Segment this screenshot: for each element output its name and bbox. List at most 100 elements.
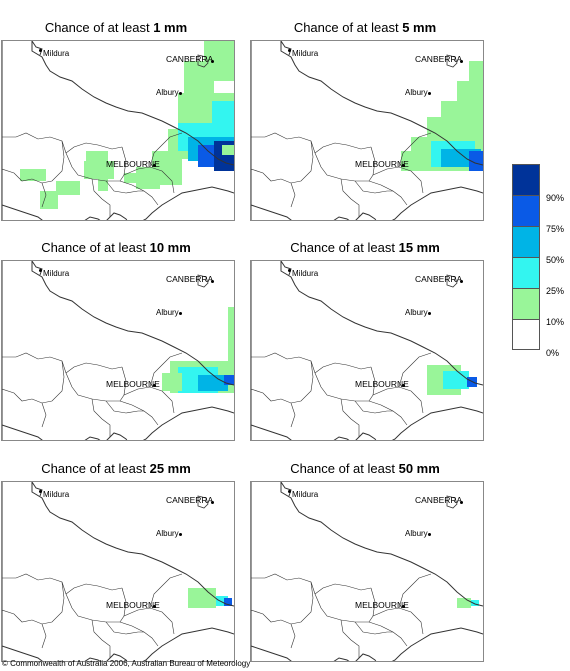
state-border-nsw-victoria: [280, 482, 483, 607]
state-border-segment: [31, 41, 43, 56]
albury-label: Albury: [156, 308, 179, 317]
rain-probability-cell: [228, 307, 234, 361]
coastline: [2, 186, 234, 220]
forecast-district-boundary: [41, 182, 47, 208]
melbourne-marker: [402, 605, 405, 608]
legend-swatch-75: [512, 195, 540, 226]
forecast-district-boundary: [354, 621, 393, 635]
albury-marker: [179, 92, 182, 95]
forecast-district-boundary: [251, 573, 316, 595]
forecast-district-boundary: [368, 146, 376, 182]
rain-probability-cell: [20, 169, 46, 181]
mildura-label: Mildura: [43, 490, 70, 499]
rain-probability-cell: [84, 161, 114, 179]
forecast-district-boundary: [123, 166, 175, 194]
forecast-district-boundary: [31, 140, 65, 184]
rain-probability-cell: [136, 167, 160, 189]
forecast-district-boundary: [2, 388, 33, 402]
coastline: [251, 627, 483, 661]
forecast-district-boundary: [149, 573, 183, 609]
act-border: [197, 274, 209, 288]
canberra-marker: [211, 501, 214, 504]
forecast-district-boundary: [2, 609, 33, 623]
canberra-label: CANBERRA: [415, 274, 463, 284]
state-border-segment: [31, 261, 43, 276]
albury-label: Albury: [405, 88, 428, 97]
forecast-district-boundary: [119, 366, 127, 402]
forecast-district-boundary: [119, 587, 127, 623]
canberra-label: CANBERRA: [415, 54, 463, 64]
canberra-label: CANBERRA: [166, 54, 214, 64]
albury-marker: [428, 312, 431, 315]
forecast-district-boundary: [340, 398, 360, 437]
albury-label: Albury: [405, 308, 428, 317]
canberra-marker: [211, 280, 214, 283]
albury-marker: [428, 92, 431, 95]
melbourne-label: MELBOURNE: [355, 600, 409, 610]
albury-marker: [179, 312, 182, 315]
panel-title-50mm: Chance of at least 50 mm: [290, 461, 440, 476]
forecast-district-boundary: [91, 178, 111, 217]
forecast-district-boundary: [251, 388, 282, 402]
forecast-district-boundary: [149, 352, 183, 388]
rain-probability-cell: [98, 179, 108, 191]
coastline: [2, 406, 234, 440]
forecast-district-boundary: [251, 168, 282, 182]
forecast-district-boundary: [290, 402, 296, 428]
map-panel-25mm: Mildura CANBERRA Albury MELBOURNE: [1, 481, 235, 662]
forecast-district-boundary: [65, 142, 123, 154]
forecast-district-boundary: [65, 372, 120, 402]
map-panel-15mm: Mildura CANBERRA Albury MELBOURNE: [250, 260, 484, 441]
act-border: [446, 54, 458, 68]
rain-probability-cell: [222, 145, 234, 155]
state-border-segment: [280, 261, 292, 276]
legend-swatch-25: [512, 257, 540, 288]
mildura-marker: [288, 490, 291, 493]
forecast-district-boundary: [31, 360, 65, 404]
albury-marker: [428, 533, 431, 536]
legend-label-10: 10%: [546, 317, 565, 327]
forecast-district-boundary: [65, 152, 120, 182]
map-panel-50mm: Mildura CANBERRA Albury MELBOURNE: [250, 481, 484, 662]
forecast-district-boundary: [354, 400, 393, 414]
rain-probability-cell: [457, 598, 471, 608]
legend-label-90: 90%: [546, 193, 565, 203]
legend-swatch-10: [512, 288, 540, 319]
map-svg: [251, 482, 483, 661]
state-border-segment: [280, 41, 292, 56]
legend-swatch-50: [512, 226, 540, 257]
coastline: [251, 186, 483, 220]
state-border-nsw-victoria: [31, 261, 234, 386]
rain-probability-cell: [443, 371, 469, 389]
act-border: [446, 495, 458, 509]
probability-legend: [512, 164, 540, 350]
melbourne-label: MELBOURNE: [106, 600, 160, 610]
map-svg: [2, 41, 234, 220]
canberra-marker: [460, 280, 463, 283]
act-border: [197, 54, 209, 68]
rain-probability-cell: [198, 375, 228, 391]
mildura-label: Mildura: [292, 49, 319, 58]
forecast-district-boundary: [2, 168, 33, 182]
canberra-label: CANBERRA: [166, 274, 214, 284]
map-panel-10mm: Mildura CANBERRA Albury MELBOURNE: [1, 260, 235, 441]
panel-title-15mm: Chance of at least 15 mm: [290, 240, 440, 255]
panel-title-10mm: Chance of at least 10 mm: [41, 240, 191, 255]
forecast-district-boundary: [65, 362, 123, 374]
mildura-label: Mildura: [43, 49, 70, 58]
mildura-label: Mildura: [292, 269, 319, 278]
map-svg: [251, 261, 483, 440]
rain-probability-cell: [224, 598, 232, 606]
mildura-marker: [39, 49, 42, 52]
rain-probability-cell: [471, 600, 479, 606]
canberra-label: CANBERRA: [166, 495, 214, 505]
forecast-district-boundary: [372, 607, 424, 635]
forecast-district-boundary: [398, 573, 432, 609]
act-border: [446, 274, 458, 288]
forecast-district-boundary: [91, 619, 111, 658]
map-panel-1mm: Mildura CANBERRA Albury MELBOURNE: [1, 40, 235, 221]
forecast-district-boundary: [105, 621, 144, 635]
canberra-marker: [460, 501, 463, 504]
forecast-district-boundary: [290, 623, 296, 649]
melbourne-marker: [153, 384, 156, 387]
